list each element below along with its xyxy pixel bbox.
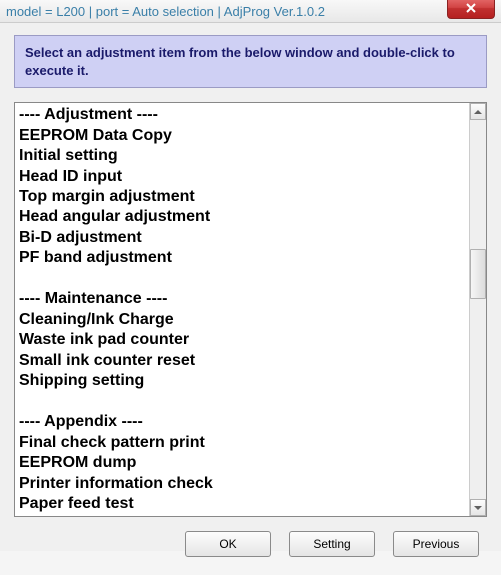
adjustment-list-container: ---- Adjustment ----EEPROM Data CopyInit… xyxy=(14,102,487,517)
scroll-up-button[interactable] xyxy=(470,103,486,120)
list-item[interactable]: Head ID input xyxy=(19,167,465,187)
list-item[interactable]: Small ink counter reset xyxy=(19,351,465,371)
instruction-panel: Select an adjustment item from the below… xyxy=(14,35,487,88)
list-item[interactable]: Top margin adjustment xyxy=(19,187,465,207)
ok-button[interactable]: OK xyxy=(185,531,271,557)
list-item[interactable]: Initial setting xyxy=(19,146,465,166)
scrollbar xyxy=(469,103,486,516)
list-item[interactable]: Waste ink pad counter xyxy=(19,330,465,350)
title-bar: model = L200 | port = Auto selection | A… xyxy=(0,0,501,23)
list-item[interactable]: EEPROM dump xyxy=(19,453,465,473)
list-section-header: ---- Appendix ---- xyxy=(19,412,465,432)
list-item[interactable]: Cleaning/Ink Charge xyxy=(19,310,465,330)
list-section-header: ---- Adjustment ---- xyxy=(19,105,465,125)
close-button[interactable] xyxy=(447,0,495,19)
chevron-down-icon xyxy=(474,504,482,512)
scroll-thumb[interactable] xyxy=(470,249,486,299)
list-blank xyxy=(19,392,465,412)
list-section-header: ---- Maintenance ---- xyxy=(19,289,465,309)
scroll-track[interactable] xyxy=(470,120,486,499)
list-item[interactable]: Printer information check xyxy=(19,474,465,494)
setting-button[interactable]: Setting xyxy=(289,531,375,557)
list-item[interactable]: Paper feed test xyxy=(19,494,465,514)
chevron-up-icon xyxy=(474,108,482,116)
list-blank xyxy=(19,269,465,289)
list-item[interactable]: Bi-D adjustment xyxy=(19,228,465,248)
scroll-down-button[interactable] xyxy=(470,499,486,516)
app-window: model = L200 | port = Auto selection | A… xyxy=(0,0,501,551)
button-row: OK Setting Previous xyxy=(14,517,487,565)
list-item[interactable]: PF band adjustment xyxy=(19,248,465,268)
title-bar-text: model = L200 | port = Auto selection | A… xyxy=(6,4,325,19)
previous-button[interactable]: Previous xyxy=(393,531,479,557)
list-item[interactable]: Head angular adjustment xyxy=(19,207,465,227)
list-item[interactable]: EEPROM Data Copy xyxy=(19,126,465,146)
adjustment-list[interactable]: ---- Adjustment ----EEPROM Data CopyInit… xyxy=(15,103,469,516)
close-icon xyxy=(465,2,477,14)
list-item[interactable]: Shipping setting xyxy=(19,371,465,391)
list-item[interactable]: Final check pattern print xyxy=(19,433,465,453)
content-area: Select an adjustment item from the below… xyxy=(0,23,501,575)
